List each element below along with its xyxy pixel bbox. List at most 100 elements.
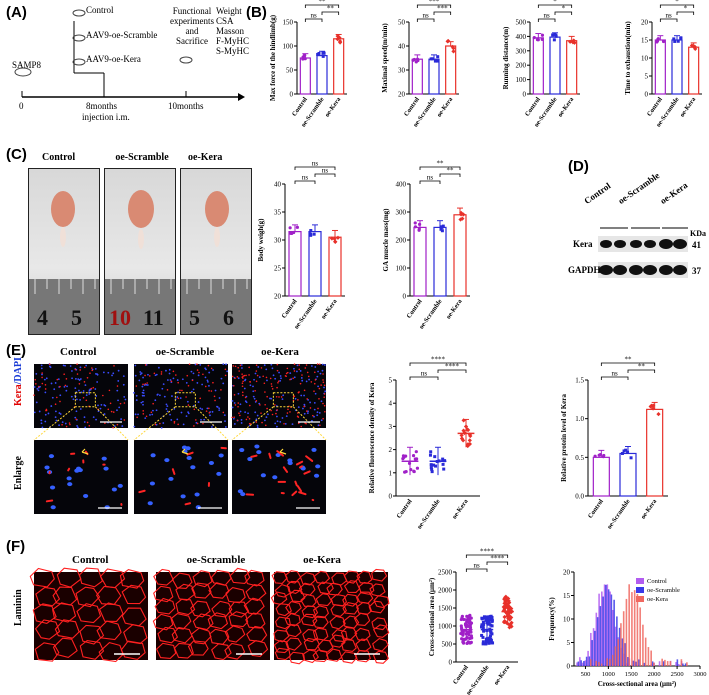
photo-title-scramble: oe-Scramble [115, 152, 169, 163]
dapi-dot [218, 409, 221, 412]
sig-label: ** [447, 167, 455, 175]
kera-dot [249, 404, 251, 407]
hist-bar [589, 659, 592, 666]
kera-dot [233, 384, 235, 387]
dapi-dot [142, 389, 145, 392]
sig-label: ns [423, 12, 430, 20]
laminin-fiber [192, 570, 213, 588]
kera-dot [144, 374, 146, 377]
zoom-box [74, 392, 96, 408]
dapi-dot [155, 409, 158, 412]
dapi-dot [244, 411, 247, 414]
y-tick-label: 0 [567, 663, 571, 671]
kera-dot [196, 363, 198, 365]
y-tick-label: 0 [645, 91, 649, 99]
kera-dot [186, 374, 189, 377]
kera-dot [142, 383, 144, 386]
kera-dot [199, 397, 202, 400]
timeline-functional-line: and [185, 26, 199, 36]
if-title-scramble: oe-Scramble [155, 346, 215, 358]
dapi-dot [149, 414, 151, 416]
sig-bracket [419, 180, 441, 184]
hist-bar [636, 594, 639, 666]
kera-dot [123, 419, 126, 421]
dapi-dot [245, 401, 248, 404]
hist-bar [592, 628, 595, 666]
dapi-dot [232, 417, 235, 420]
data-point [552, 38, 556, 42]
y-tick-label: 0 [523, 91, 527, 99]
dapi-dot [69, 365, 72, 367]
dapi-dot [54, 416, 57, 419]
y-tick-label: 1 [389, 469, 393, 477]
kera-dot [306, 410, 308, 412]
kera-dot [187, 404, 190, 406]
y-tick-label: 4 [389, 400, 393, 408]
dapi-dot [78, 389, 80, 392]
kera-dot [293, 363, 296, 365]
sig-bracket [439, 173, 461, 177]
kera-dot [234, 404, 237, 406]
dapi-dot [168, 372, 171, 375]
dapi-dot [107, 371, 110, 374]
dapi-dot [222, 382, 225, 385]
kera-dot [160, 371, 163, 373]
kera-dot [148, 375, 151, 377]
dapi-dot [240, 364, 243, 366]
dapi-dot [199, 364, 202, 366]
lam-title-scramble: oe-Scramble [186, 554, 246, 566]
laminin-fiber [303, 649, 319, 664]
hist-bar [598, 661, 600, 666]
dapi-dot [146, 384, 149, 386]
data-point [672, 37, 676, 41]
dapi-dot [36, 387, 39, 390]
timeline-group-kera: AAV9-oe-Kera [86, 54, 141, 64]
dapi-dot [47, 412, 50, 415]
data-point [329, 236, 335, 241]
data-point [430, 470, 434, 474]
bar [328, 236, 342, 297]
dapi-dot [180, 411, 183, 414]
laminin-fiber [171, 572, 193, 589]
laminin-fiber [325, 648, 343, 662]
y-tick-label: 200 [396, 237, 407, 245]
dapi-dot [278, 371, 280, 374]
dapi-dot [103, 404, 106, 406]
data-point [414, 457, 419, 461]
dapi-dot [118, 406, 121, 409]
hist-bar [682, 663, 684, 666]
sig-label: *** [437, 5, 448, 13]
kera-dot [264, 403, 266, 406]
hist-bar [588, 656, 591, 666]
dapi-dot [263, 364, 266, 367]
kera-dot [160, 373, 163, 375]
y-tick-label: 400 [516, 33, 527, 41]
dapi-dot [40, 364, 43, 367]
y-tick-label: 200 [516, 62, 527, 70]
nucleus [75, 466, 82, 471]
dapi-dot [79, 366, 82, 369]
kera-dot [119, 402, 122, 405]
data-point [489, 630, 493, 634]
bar [671, 39, 683, 95]
dapi-dot [258, 402, 261, 405]
kera-dot [41, 372, 43, 374]
dapi-dot [240, 419, 243, 421]
sig-bracket [600, 376, 629, 380]
kera-dot [102, 394, 104, 397]
sig-bracket [465, 568, 488, 572]
x-tick-label: oe-Kera [640, 498, 659, 521]
dapi-dot [71, 377, 73, 380]
data-point [462, 617, 466, 622]
dapi-dot [58, 424, 60, 427]
dapi-dot [208, 371, 211, 374]
dapi-dot [75, 410, 78, 413]
kera-dot [65, 425, 68, 428]
kera-dot [44, 384, 47, 386]
dapi-dot [116, 389, 119, 392]
kera-dot [255, 380, 258, 383]
dapi-dot [289, 372, 292, 375]
kera-dot [275, 395, 278, 398]
laminin-fiber [225, 587, 246, 604]
